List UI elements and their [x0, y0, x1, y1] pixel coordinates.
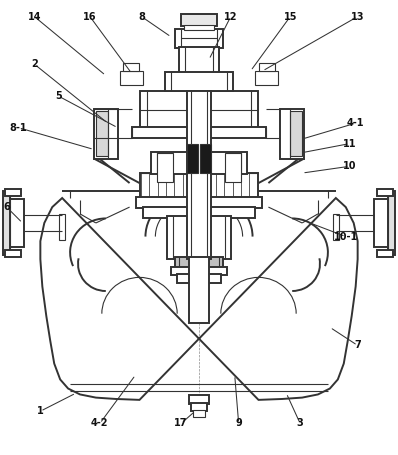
Text: 7: 7 — [354, 340, 361, 350]
Bar — [6, 199, 25, 247]
Bar — [259, 63, 275, 71]
Bar — [165, 72, 233, 91]
Text: 2: 2 — [31, 59, 38, 69]
Bar — [333, 214, 339, 240]
Text: 5: 5 — [55, 91, 62, 101]
Text: 16: 16 — [83, 11, 97, 21]
Bar — [177, 274, 221, 283]
Text: 1: 1 — [37, 406, 44, 416]
Bar — [6, 189, 21, 196]
Bar — [59, 214, 65, 240]
Text: 14: 14 — [27, 11, 41, 21]
Bar — [179, 47, 219, 73]
Text: 17: 17 — [174, 419, 188, 429]
Bar — [167, 216, 231, 259]
Bar — [187, 91, 211, 259]
Bar — [140, 172, 258, 198]
Bar — [175, 29, 223, 48]
Text: 9: 9 — [235, 419, 242, 429]
Bar — [136, 197, 262, 208]
Polygon shape — [40, 198, 358, 400]
Bar — [175, 257, 223, 268]
Bar — [388, 191, 395, 255]
Text: 11: 11 — [343, 139, 357, 149]
Text: 10-1: 10-1 — [334, 232, 358, 242]
Bar — [132, 127, 266, 138]
Text: 12: 12 — [224, 11, 238, 21]
Text: 15: 15 — [283, 11, 297, 21]
Bar — [123, 63, 139, 71]
Text: 4-2: 4-2 — [91, 419, 109, 429]
Bar — [280, 109, 304, 158]
Bar — [373, 199, 392, 247]
Text: 4-1: 4-1 — [347, 118, 365, 128]
Bar — [189, 257, 209, 323]
Bar — [290, 111, 302, 156]
Bar — [120, 71, 142, 85]
Text: 6: 6 — [3, 202, 10, 212]
Bar — [157, 153, 173, 182]
Text: 10: 10 — [343, 161, 357, 171]
Bar — [200, 144, 211, 173]
Bar — [181, 14, 217, 25]
Bar — [140, 91, 258, 128]
Bar — [193, 410, 205, 417]
Bar — [151, 152, 247, 174]
Bar — [3, 191, 10, 255]
Text: 13: 13 — [351, 11, 365, 21]
Bar — [225, 153, 241, 182]
Bar — [94, 109, 118, 158]
Bar — [96, 111, 108, 156]
Bar — [143, 207, 255, 218]
Bar — [189, 395, 209, 404]
Text: 3: 3 — [297, 419, 304, 429]
Bar — [171, 267, 227, 275]
Bar — [191, 403, 207, 411]
Bar — [184, 25, 214, 30]
Bar — [187, 144, 198, 173]
Bar — [6, 250, 21, 257]
Bar — [377, 250, 392, 257]
Text: 8-1: 8-1 — [10, 123, 27, 133]
Bar — [377, 189, 392, 196]
Bar — [256, 71, 278, 85]
Text: 8: 8 — [138, 11, 145, 21]
